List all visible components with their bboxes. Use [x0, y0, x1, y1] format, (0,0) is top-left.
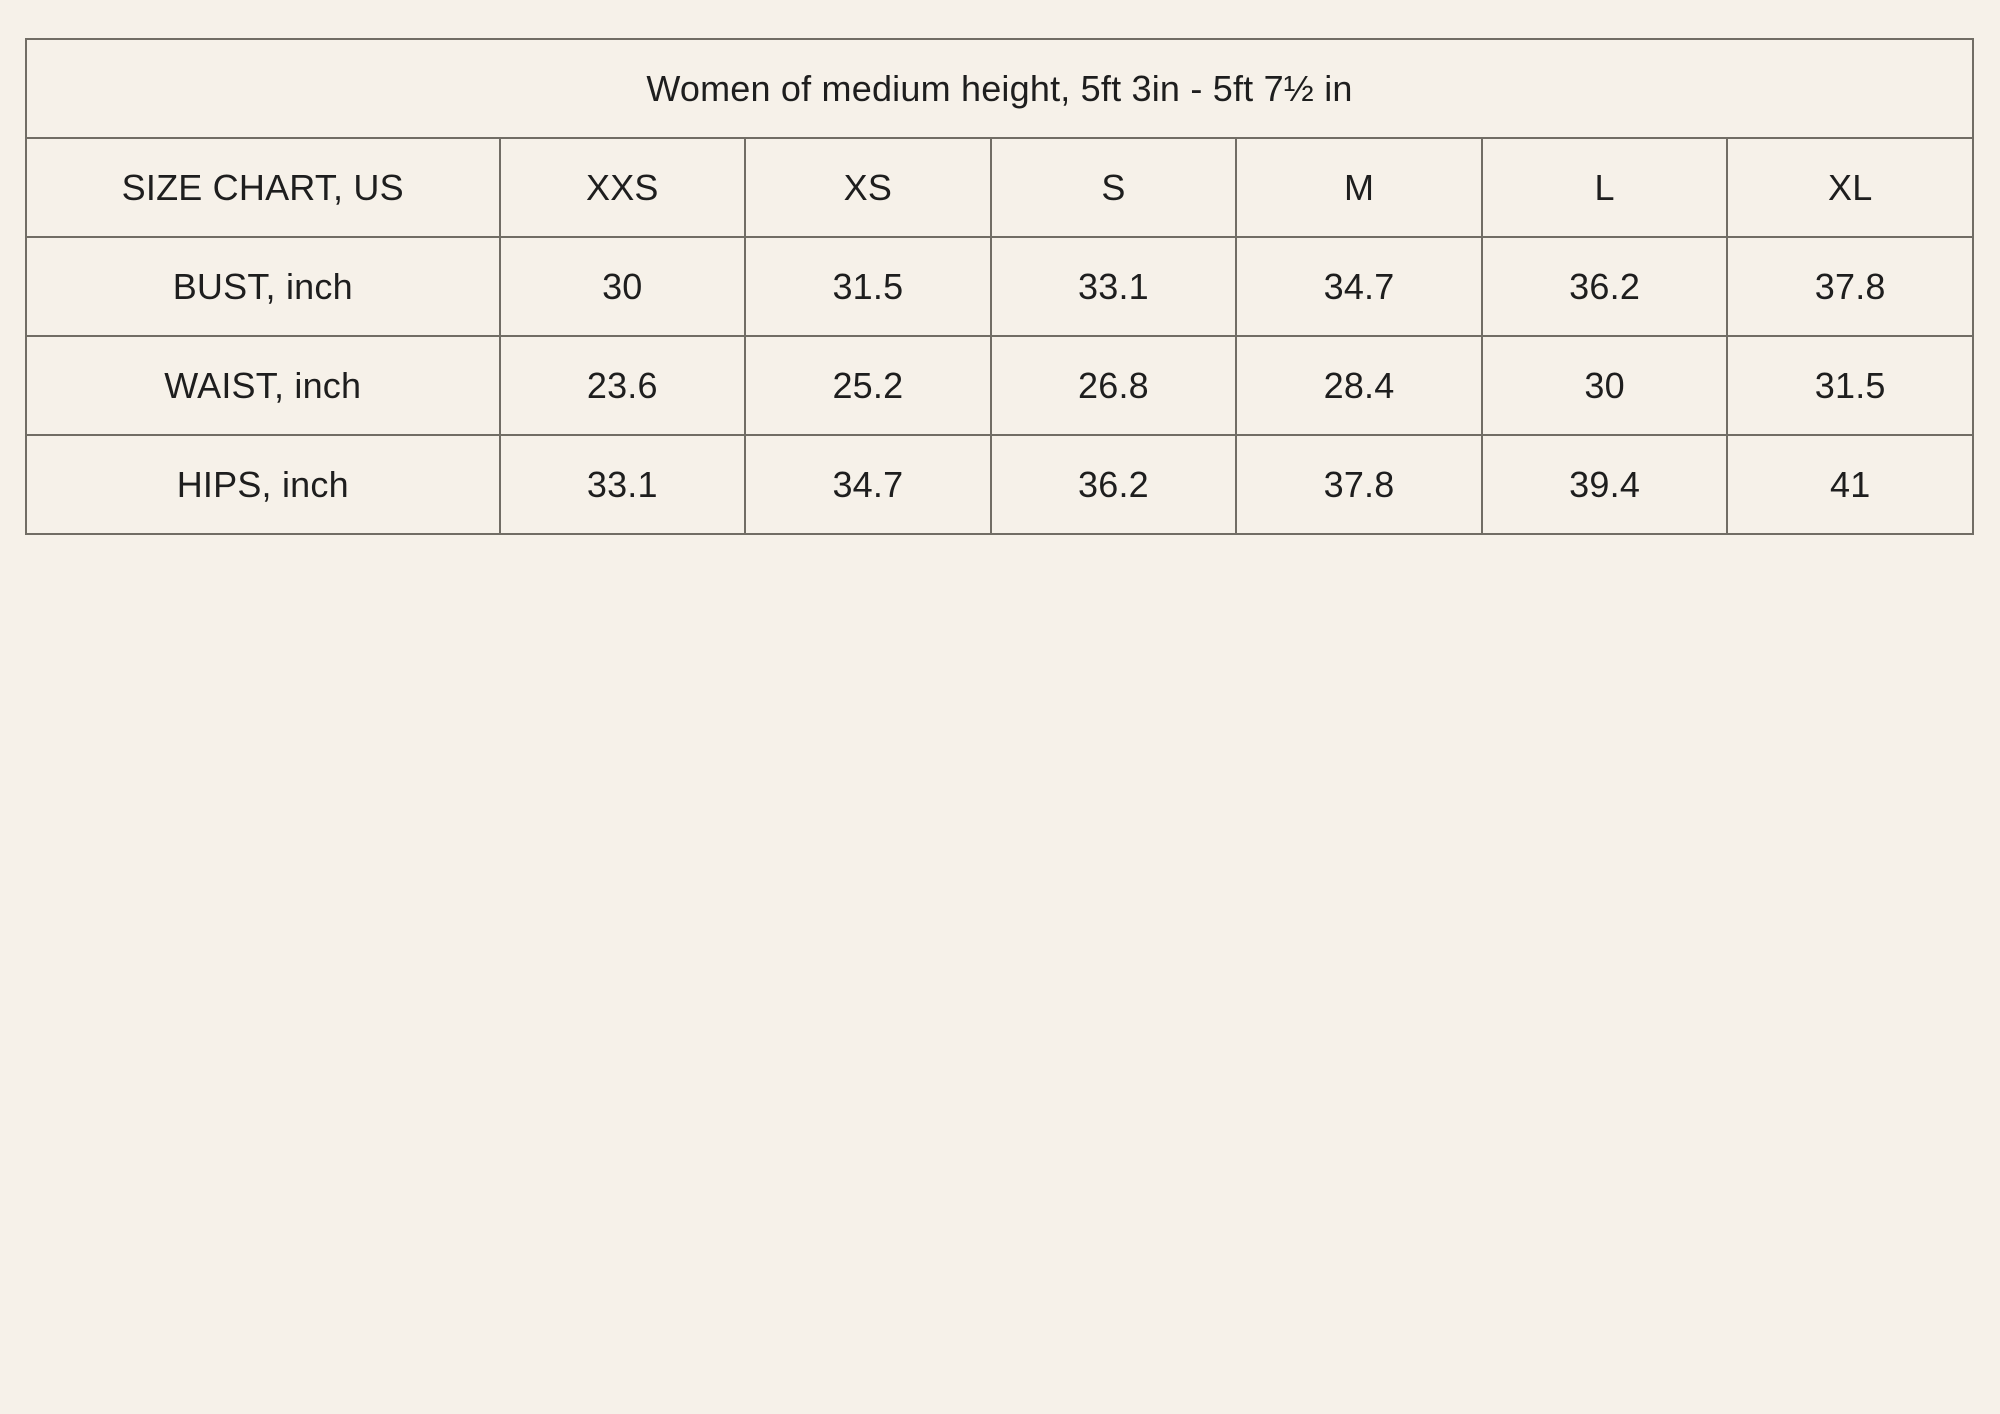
header-cell-m: M — [1235, 137, 1483, 238]
table-header-row: SIZE CHART, US XXS XS S M L XL — [25, 137, 1974, 238]
value-cell: 25.2 — [744, 335, 992, 436]
table-title: Women of medium height, 5ft 3in - 5ft 7½… — [25, 38, 1974, 139]
header-cell-xxs: XXS — [498, 137, 747, 238]
value-cell: 37.8 — [1726, 236, 1974, 337]
row-label-waist: WAIST, inch — [25, 335, 501, 436]
row-label-bust: BUST, inch — [25, 236, 501, 337]
header-cell-s: S — [989, 137, 1238, 238]
header-cell-l: L — [1480, 137, 1729, 238]
value-cell: 26.8 — [989, 335, 1238, 436]
header-cell-xs: XS — [744, 137, 992, 238]
table-title-row: Women of medium height, 5ft 3in - 5ft 7½… — [25, 38, 1974, 139]
value-cell: 41 — [1726, 434, 1974, 535]
value-cell: 31.5 — [744, 236, 992, 337]
value-cell: 31.5 — [1726, 335, 1974, 436]
value-cell: 23.6 — [498, 335, 747, 436]
row-label-hips: HIPS, inch — [25, 434, 501, 535]
header-cell-label: SIZE CHART, US — [25, 137, 501, 238]
value-cell: 34.7 — [1235, 236, 1483, 337]
value-cell: 39.4 — [1480, 434, 1729, 535]
table-row-bust: BUST, inch 30 31.5 33.1 34.7 36.2 37.8 — [25, 236, 1974, 337]
table-row-waist: WAIST, inch 23.6 25.2 26.8 28.4 30 31.5 — [25, 335, 1974, 436]
value-cell: 34.7 — [744, 434, 992, 535]
value-cell: 30 — [498, 236, 747, 337]
value-cell: 33.1 — [498, 434, 747, 535]
value-cell: 33.1 — [989, 236, 1238, 337]
value-cell: 37.8 — [1235, 434, 1483, 535]
value-cell: 30 — [1480, 335, 1729, 436]
value-cell: 36.2 — [989, 434, 1238, 535]
value-cell: 28.4 — [1235, 335, 1483, 436]
header-cell-xl: XL — [1726, 137, 1974, 238]
value-cell: 36.2 — [1480, 236, 1729, 337]
table-row-hips: HIPS, inch 33.1 34.7 36.2 37.8 39.4 41 — [25, 434, 1974, 535]
size-chart-table: Women of medium height, 5ft 3in - 5ft 7½… — [25, 38, 1974, 535]
